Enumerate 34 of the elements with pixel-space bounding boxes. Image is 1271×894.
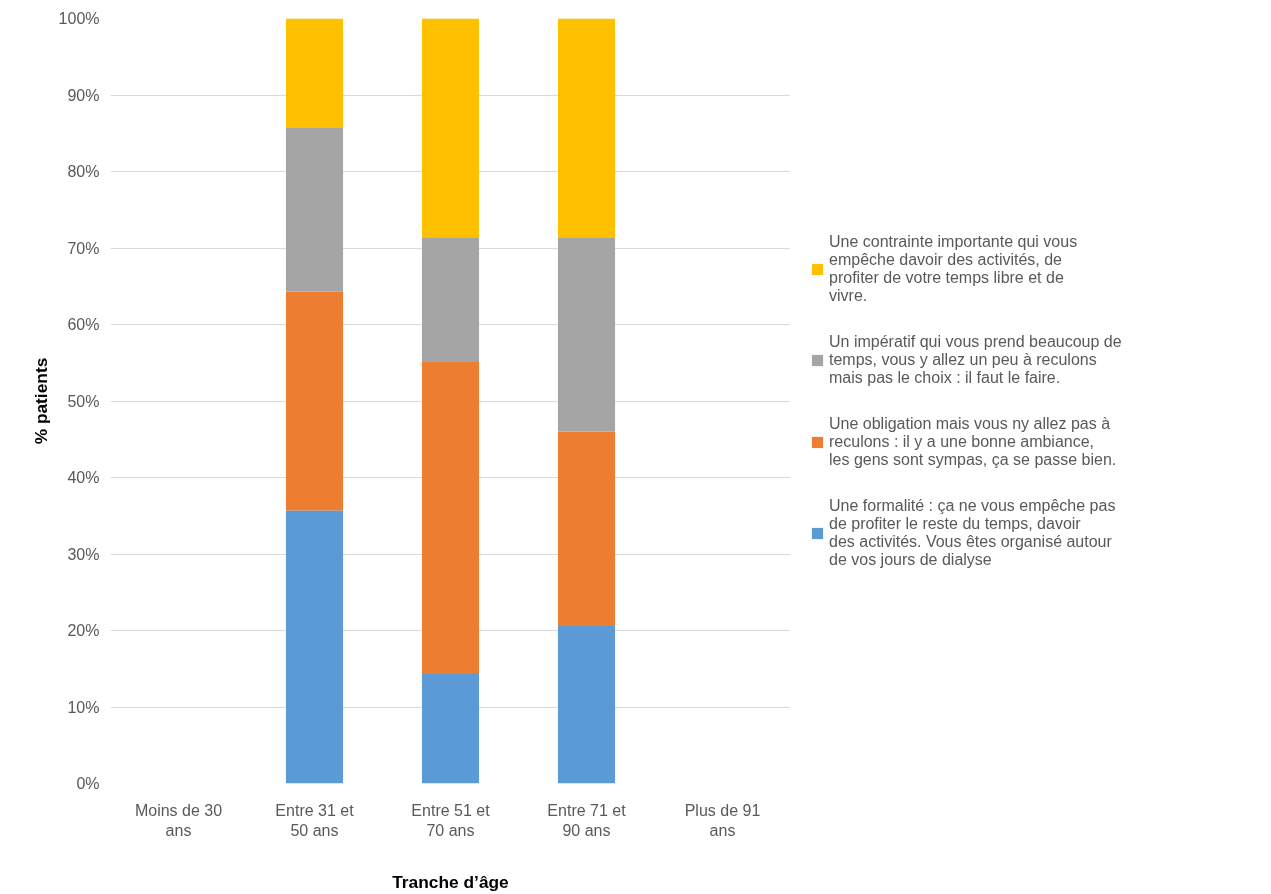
x-tick-label: Entre 71 et 90 ans: [547, 801, 627, 839]
y-tick-label: 40%: [67, 469, 100, 486]
x-tick-label: Entre 31 et 50 ans: [275, 801, 355, 839]
bar: [285, 18, 344, 128]
bar: [421, 674, 480, 784]
x-tick-label: Moins de 30 ans: [134, 801, 223, 839]
bar: [421, 361, 480, 675]
y-tick-label: 0%: [76, 775, 100, 792]
bar: [421, 237, 480, 362]
legend-label: Une obligation mais vous ny allez pas à reculons : il y a une bonne ambiance, les gens sont sympas, ça se passe bien.: [829, 414, 1117, 469]
y-tick-label: 20%: [67, 622, 100, 639]
y-tick-label: 80%: [67, 163, 100, 180]
y-axis-title: % patients: [30, 357, 51, 445]
x-tick-label: Entre 51 et 70 ans: [411, 801, 491, 839]
legend-label: Un impératif qui vous prend beaucoup de temps, vous y allez un peu à reculons mais pas le choix : il faut le faire.: [829, 332, 1122, 387]
bar: [285, 127, 344, 292]
y-tick-label: 60%: [67, 316, 100, 333]
bar: [557, 431, 616, 626]
y-tick-label: 10%: [67, 698, 100, 716]
bar: [421, 18, 480, 238]
y-tick-label: 50%: [67, 392, 100, 410]
bar: [557, 625, 616, 784]
bar: [557, 237, 616, 432]
y-tick-label: 90%: [67, 86, 100, 104]
y-tick-label: 100%: [58, 10, 100, 27]
legend-label: Une contrainte importante qui vous empêche davoir des activités, de profiter de votre temps libre et de vivre.: [829, 232, 1078, 305]
bar: [285, 291, 344, 511]
bar: [285, 510, 344, 784]
x-tick-label: Plus de 91 ans: [684, 801, 761, 839]
x-axis-title: Tranche d’âge: [392, 871, 510, 892]
y-tick-label: 70%: [67, 239, 100, 257]
legend-label: Une formalité : ça ne vous empêche pas de profiter le reste du temps, davoir des activités. Vous êtes organisé autour de vos jours de dialyse: [829, 496, 1116, 569]
bar: [557, 18, 616, 238]
y-tick-label: 30%: [67, 545, 100, 563]
